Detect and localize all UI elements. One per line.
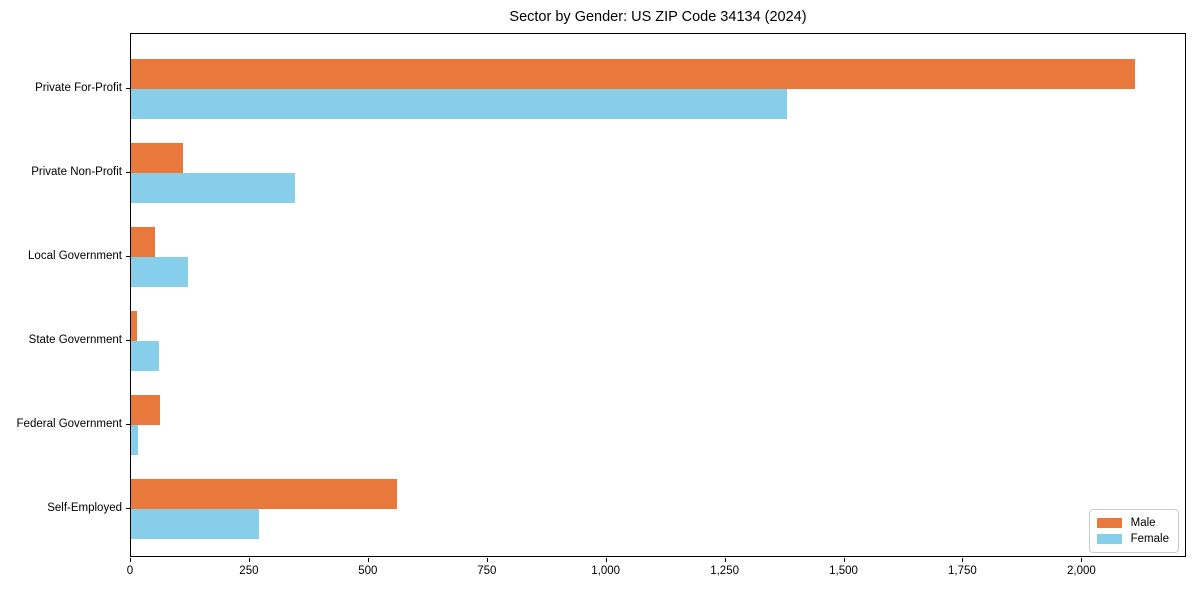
y-tick-label-private-for-profit: Private For-Profit	[35, 82, 122, 94]
y-tick-label-state-government: State Government	[28, 334, 122, 346]
y-tick-mark	[126, 256, 130, 257]
bar-female-self-employed	[131, 509, 260, 539]
y-tick-mark	[126, 172, 130, 173]
x-tick-label-1000: 1,000	[591, 565, 621, 577]
bar-female-federal-government	[131, 425, 139, 455]
bar-male-federal-government	[131, 395, 160, 425]
x-tick-label-1500: 1,500	[829, 565, 858, 577]
y-tick-label-private-non-profit: Private Non-Profit	[31, 166, 122, 178]
legend-label-female: Female	[1130, 533, 1169, 545]
bar-female-private-for-profit	[131, 89, 788, 119]
x-tick-mark	[486, 558, 488, 562]
x-tick-mark	[130, 558, 131, 562]
plot-area: Male Female	[130, 33, 1186, 557]
legend-entry-male: Male	[1096, 515, 1169, 531]
bar-female-local-government	[131, 257, 189, 287]
x-tick-mark	[367, 558, 369, 562]
x-tick-mark	[1081, 558, 1083, 562]
bar-male-local-government	[131, 227, 155, 257]
x-tick-mark	[605, 558, 607, 562]
bar-male-self-employed	[131, 479, 398, 509]
legend-swatch-male	[1096, 518, 1122, 528]
bar-male-private-non-profit	[131, 143, 184, 173]
legend-entry-female: Female	[1096, 531, 1169, 547]
x-tick-label-1250: 1,250	[710, 565, 739, 577]
x-tick-mark	[962, 558, 964, 562]
bar-male-state-government	[131, 311, 137, 341]
x-tick-label-750: 750	[477, 565, 497, 577]
x-tick-label-2000: 2,000	[1067, 565, 1096, 577]
y-tick-mark	[126, 340, 130, 341]
y-tick-mark	[126, 424, 130, 425]
bar-male-private-for-profit	[131, 59, 1135, 89]
y-tick-label-federal-government: Federal Government	[16, 418, 122, 430]
y-tick-mark	[126, 508, 130, 509]
x-tick-label-250: 250	[239, 565, 259, 577]
legend: Male Female	[1088, 509, 1179, 553]
y-tick-label-self-employed: Self-Employed	[47, 502, 122, 514]
bar-female-state-government	[131, 341, 159, 371]
x-tick-mark	[724, 558, 726, 562]
legend-label-male: Male	[1130, 517, 1156, 529]
x-tick-label-1750: 1,750	[948, 565, 977, 577]
y-tick-mark	[126, 88, 130, 89]
chart-title: Sector by Gender: US ZIP Code 34134 (202…	[509, 9, 807, 25]
x-tick-label-500: 500	[358, 565, 378, 577]
x-tick-mark	[248, 558, 250, 562]
legend-swatch-female	[1096, 534, 1122, 544]
x-tick-label-0: 0	[126, 565, 134, 577]
x-tick-mark	[843, 558, 845, 562]
y-tick-label-local-government: Local Government	[28, 250, 122, 262]
bar-female-private-non-profit	[131, 173, 296, 203]
